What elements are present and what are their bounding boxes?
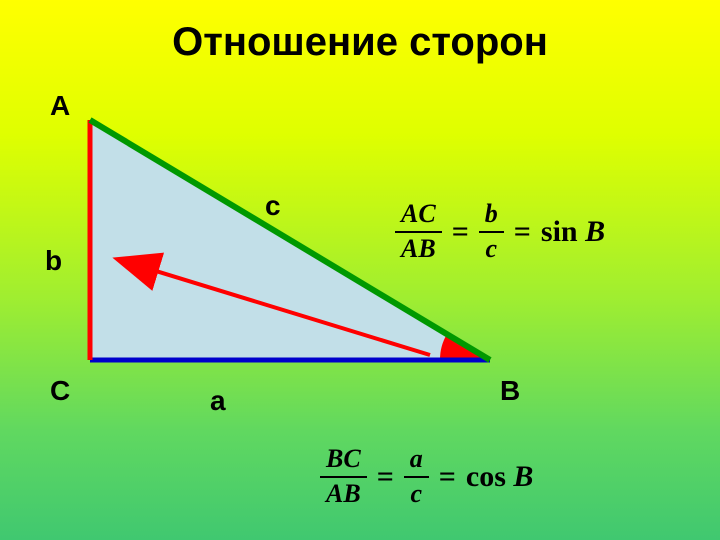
side-label-a: a <box>210 385 226 417</box>
vertex-a: A <box>50 90 70 122</box>
f2-fn: cos <box>466 460 506 493</box>
vertex-c: C <box>50 375 70 407</box>
f2-num2: a <box>404 445 429 478</box>
page-title: Отношение сторон <box>0 20 720 65</box>
f1-num1: AC <box>395 200 442 233</box>
f2-den1: AB <box>320 478 367 509</box>
side-label-c: c <box>265 190 281 222</box>
f1-arg: B <box>585 215 605 248</box>
equals-icon: = <box>439 460 456 494</box>
formula-sin: AC AB = b c = sin B <box>395 200 605 263</box>
equals-icon: = <box>377 460 394 494</box>
f2-num1: BC <box>320 445 367 478</box>
formula-cos: BC AB = a c = cos B <box>320 445 533 508</box>
f1-den2: c <box>480 233 504 264</box>
f2-den2: c <box>405 478 429 509</box>
equals-icon: = <box>514 215 531 249</box>
equals-icon: = <box>452 215 469 249</box>
f1-fn: sin <box>541 215 578 248</box>
vertex-b: B <box>500 375 520 407</box>
f1-num2: b <box>479 200 504 233</box>
f1-den1: AB <box>395 233 442 264</box>
f2-arg: B <box>513 460 533 493</box>
side-label-b: b <box>45 245 62 277</box>
